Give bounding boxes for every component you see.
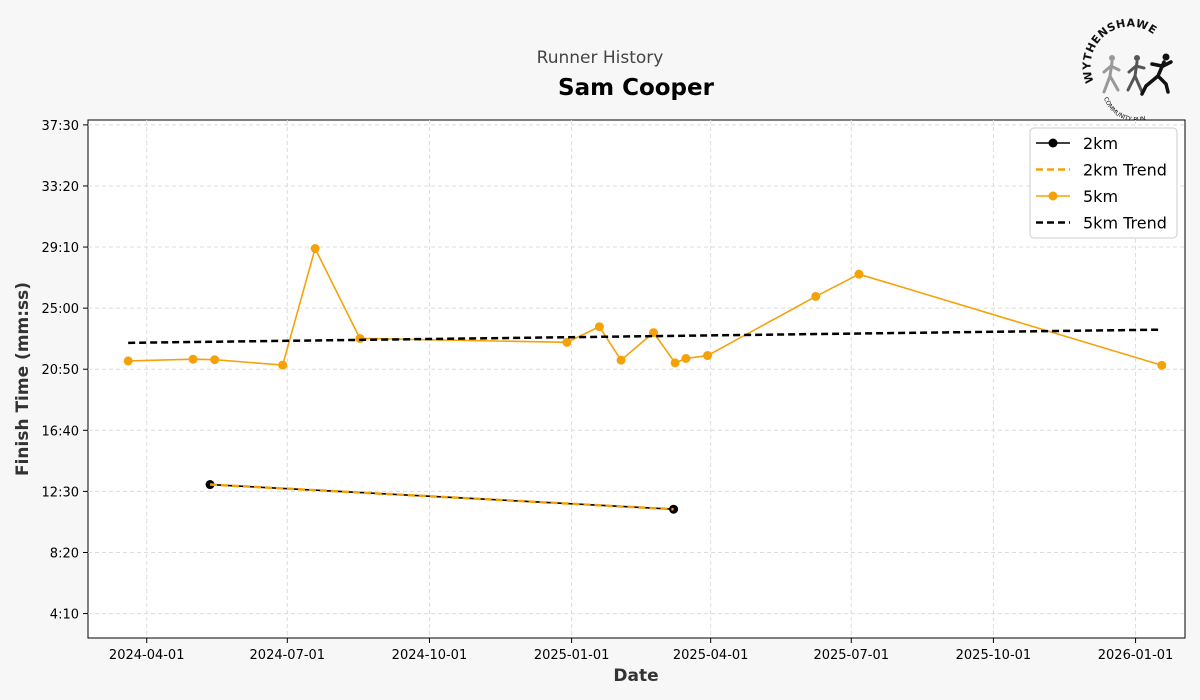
x-tick-label: 2024-07-01 — [250, 648, 326, 663]
data-point — [278, 360, 288, 370]
series-2km-trend — [209, 483, 674, 511]
legend-item-2km-trend: 2km Trend — [1036, 161, 1167, 180]
series-5km — [123, 244, 1167, 370]
legend-box — [1029, 127, 1178, 239]
x-tick-label: 2025-07-01 — [813, 648, 889, 663]
plot-area — [87, 119, 1186, 639]
data-point — [123, 356, 133, 366]
legend-marker — [1048, 138, 1058, 148]
data-point — [310, 244, 320, 254]
data-point — [562, 337, 572, 347]
legend-label: 2km Trend — [1083, 161, 1167, 180]
data-point — [1157, 360, 1167, 370]
logo-bottom-text: COMMUNITY RUN — [1102, 96, 1146, 123]
data-point — [355, 333, 365, 343]
data-point — [854, 269, 864, 279]
data-point — [703, 351, 713, 361]
series-5km-trend — [128, 328, 1162, 345]
legend-label: 5km Trend — [1083, 214, 1167, 233]
x-tick-label: 2024-04-01 — [109, 648, 185, 663]
chart-subtitle: Runner History — [537, 48, 664, 68]
y-axis: 4:10 8:20 12:30 16:40 20:50 25:00 29:10 33:20 37… — [42, 119, 88, 623]
y-tick-label: 33:20 — [42, 180, 79, 195]
y-axis-label: Finish Time (mm:ss) — [13, 282, 33, 476]
data-point — [594, 322, 604, 332]
legend-item-5km: 5km — [1036, 187, 1118, 206]
trend-line-5km-trend — [128, 328, 1162, 345]
data-point — [811, 291, 821, 301]
y-tick-label: 8:20 — [50, 546, 79, 561]
logo-top-text: WYTHENSHAWE — [1081, 17, 1160, 85]
grid — [88, 120, 1185, 638]
y-tick-label: 29:10 — [42, 241, 79, 256]
series-line-5km — [128, 246, 1163, 367]
x-tick-label: 2026-01-01 — [1098, 648, 1174, 663]
x-tick-label: 2025-04-01 — [673, 648, 749, 663]
y-tick-label: 12:30 — [42, 485, 79, 500]
x-tick-label: 2025-10-01 — [956, 648, 1032, 663]
x-tick-label: 2024-10-01 — [392, 648, 468, 663]
y-tick-label: 4:10 — [50, 608, 79, 623]
logo: WYTHENSHAWE COMMUNITY RUN — [1081, 17, 1173, 123]
x-tick-label: 2025-01-01 — [534, 648, 610, 663]
data-point — [681, 353, 691, 363]
y-tick-label: 37:30 — [42, 119, 79, 134]
runner-icon — [1102, 53, 1173, 96]
y-tick-label: 20:50 — [42, 363, 79, 378]
data-point — [210, 355, 220, 365]
y-tick-label: 25:00 — [42, 302, 79, 317]
legend-label: 5km — [1083, 187, 1118, 206]
series-layer — [123, 244, 1167, 514]
legend-marker — [1048, 191, 1058, 201]
data-point — [616, 355, 626, 365]
chart-title: Sam Cooper — [558, 75, 715, 101]
legend: 2km 2km Trend 5km 5km Trend — [1029, 127, 1178, 239]
x-axis: 2024-04-01 2024-07-01 2024-10-01 2025-01-01… — [109, 638, 1173, 663]
legend-item-2km: 2km — [1036, 134, 1118, 153]
trend-line-2km-trend — [209, 483, 674, 511]
x-axis-label: Date — [613, 666, 658, 686]
legend-item-5km-trend: 5km Trend — [1036, 214, 1167, 233]
data-point — [648, 328, 658, 338]
data-point — [188, 354, 198, 364]
legend-label: 2km — [1083, 134, 1118, 153]
y-tick-label: 16:40 — [42, 424, 79, 439]
data-point — [670, 358, 680, 368]
